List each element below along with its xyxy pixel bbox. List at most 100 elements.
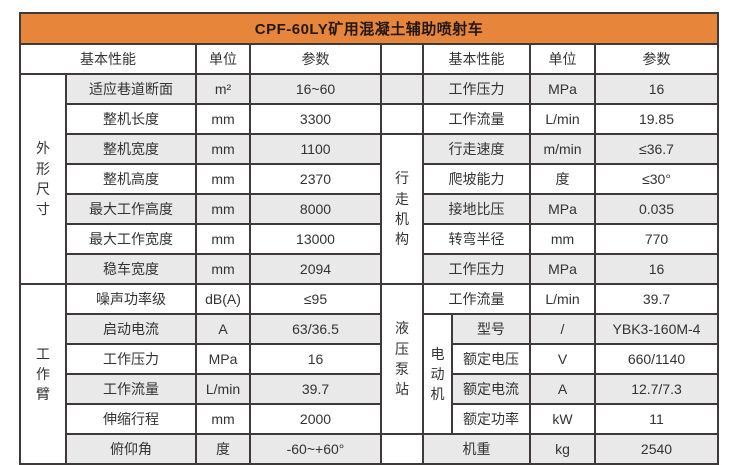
spec-unit: mm — [195, 253, 251, 285]
table-row: 启动电流 A 63/36.5 电动机 型号 / YBK3-160M-4 — [20, 313, 719, 435]
spec-value: 2094 — [249, 253, 382, 285]
spec-unit: MPa — [195, 343, 251, 375]
spec-value: 2540 — [594, 433, 719, 465]
table-row: 外形尺寸 适应巷道断面 m² 16~60 工作压力 MPa 16 — [19, 73, 719, 285]
spec-label: 机重 — [422, 433, 531, 465]
spec-unit: mm — [529, 223, 596, 255]
category-cell-electric-motor: 电动机 — [422, 313, 453, 435]
spec-label: 整机长度 — [65, 103, 197, 135]
category-label: 电动机 — [430, 345, 445, 403]
spec-value: 16 — [249, 343, 382, 375]
table-row: 俯仰角 度 -60~+60° 机重 kg 2540 — [20, 433, 719, 465]
spec-label: 型号 — [451, 313, 531, 345]
spec-label: 工作压力 — [422, 253, 531, 285]
table-row: 工作流量 L/min 39.7 额定电流 A 12.7/7.3 — [20, 373, 719, 405]
spec-unit: mm — [195, 223, 251, 255]
spec-value: 3300 — [249, 103, 382, 135]
spec-unit: / — [529, 313, 596, 345]
table-row: 伸缩行程 mm 2000 额定功率 kW 11 — [20, 403, 719, 435]
spec-value: YBK3-160M-4 — [594, 313, 719, 345]
column-header-unit-right: 单位 — [529, 43, 596, 75]
spec-unit: A — [529, 373, 596, 405]
spec-label: 工作流量 — [65, 373, 197, 405]
category-label: 液压泵站 — [395, 320, 409, 398]
spec-unit: m² — [195, 73, 251, 105]
spec-value: 16 — [594, 73, 719, 105]
spec-value: 63/36.5 — [249, 313, 382, 345]
spec-label: 爬坡能力 — [422, 163, 531, 195]
table-row: 最大工作高度 mm 8000 接地比压 MPa 0.035 — [20, 193, 719, 225]
table-row: CPF-60LY矿用混凝土辅助喷射车 — [19, 12, 719, 45]
table-header-row: 基本性能 单位 参数 基本性能 单位 参数 — [19, 43, 719, 75]
spec-unit: A — [195, 313, 251, 345]
category-cell-travel-mechanism: 行走机构 — [380, 133, 424, 285]
spec-label: 工作压力 — [65, 343, 197, 375]
spec-label: 稳车宽度 — [65, 253, 197, 285]
spec-value: 1100 — [249, 133, 382, 165]
spec-label: 额定电流 — [451, 373, 531, 405]
spec-label: 额定电压 — [451, 343, 531, 375]
column-header-unit-left: 单位 — [195, 43, 251, 75]
spec-label: 转弯半径 — [422, 223, 531, 255]
spec-unit: L/min — [529, 103, 596, 135]
category-label: 行走机构 — [395, 170, 409, 248]
spec-label: 整机宽度 — [65, 133, 197, 165]
spec-label: 整机高度 — [65, 163, 197, 195]
column-header-performance-left: 基本性能 — [19, 43, 197, 75]
table-row: 稳车宽度 mm 2094 工作压力 MPa 16 — [20, 253, 719, 285]
table-row: 最大工作宽度 mm 13000 转弯半径 mm 770 — [20, 223, 719, 255]
column-header-performance-right: 基本性能 — [422, 43, 531, 75]
category-label: 外形尺寸 — [36, 140, 50, 218]
spec-value: 11 — [594, 403, 719, 435]
spec-unit: 度 — [529, 163, 596, 195]
spec-unit: L/min — [195, 373, 251, 405]
spec-unit: kW — [529, 403, 596, 435]
spec-label: 最大工作高度 — [65, 193, 197, 225]
spec-value: ≤36.7 — [594, 133, 719, 165]
table-row: 工作臂 噪声功率级 dB(A) ≤95 液压泵站 工作流量 L/min 39.7 — [19, 283, 719, 465]
spec-label: 接地比压 — [422, 193, 531, 225]
spec-unit: mm — [195, 133, 251, 165]
spec-unit: MPa — [529, 73, 596, 105]
column-header-param-left: 参数 — [249, 43, 382, 75]
spec-value: ≤95 — [249, 283, 382, 315]
spec-table: CPF-60LY矿用混凝土辅助喷射车 基本性能 单位 参数 基本性能 单位 参数… — [19, 12, 719, 465]
spec-value: 19.85 — [594, 103, 719, 135]
spec-value: 39.7 — [594, 283, 719, 315]
table-row: 整机长度 mm 3300 工作流量 L/min 19.85 — [20, 103, 719, 135]
table-row: 工作压力 MPa 16 额定电压 V 660/1140 — [20, 343, 719, 375]
category-cell-dimensions: 外形尺寸 — [19, 73, 67, 285]
spec-label: 伸缩行程 — [65, 403, 197, 435]
spec-value: ≤30° — [594, 163, 719, 195]
category-cell-working-arm: 工作臂 — [19, 283, 67, 465]
spec-value: 2000 — [249, 403, 382, 435]
spec-unit: mm — [195, 403, 251, 435]
spec-unit: mm — [195, 163, 251, 195]
spec-label: 噪声功率级 — [65, 283, 197, 315]
spec-unit: 度 — [195, 433, 251, 465]
column-header-param-right: 参数 — [594, 43, 719, 75]
spec-unit: mm — [195, 193, 251, 225]
spec-label: 俯仰角 — [65, 433, 197, 465]
table-row: 整机高度 mm 2370 爬坡能力 度 ≤30° — [20, 163, 719, 195]
spec-value: 770 — [594, 223, 719, 255]
spec-unit: dB(A) — [195, 283, 251, 315]
spec-label: 行走速度 — [422, 133, 531, 165]
spec-value: 13000 — [249, 223, 382, 255]
category-label: 工作臂 — [36, 345, 50, 403]
spec-value: 16 — [594, 253, 719, 285]
spec-unit: MPa — [529, 253, 596, 285]
spec-value: -60~+60° — [249, 433, 382, 465]
spec-unit: m/min — [529, 133, 596, 165]
spec-value: 2370 — [249, 163, 382, 195]
spec-label: 工作流量 — [422, 103, 531, 135]
spec-unit: MPa — [529, 193, 596, 225]
spec-value: 39.7 — [249, 373, 382, 405]
spec-value: 16~60 — [249, 73, 382, 105]
spec-unit: L/min — [529, 283, 596, 315]
spec-label: 启动电流 — [65, 313, 197, 345]
category-cell-empty — [380, 73, 424, 105]
page-title: CPF-60LY矿用混凝土辅助喷射车 — [19, 12, 719, 45]
spec-value: 0.035 — [594, 193, 719, 225]
spec-label: 额定功率 — [451, 403, 531, 435]
